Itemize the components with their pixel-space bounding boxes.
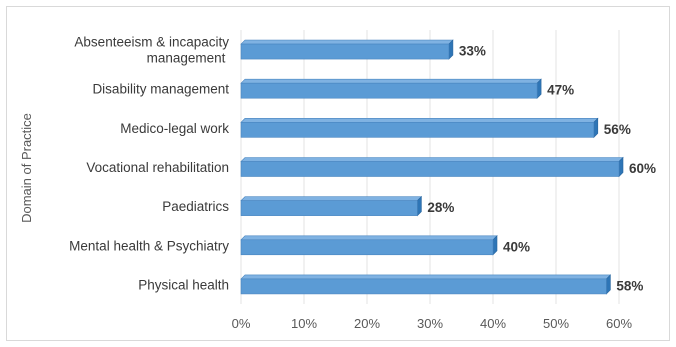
x-tick-label: 0% [232, 316, 251, 331]
bar [240, 122, 595, 138]
bar [240, 43, 450, 60]
x-tick-label: 30% [417, 316, 443, 331]
data-label: 40% [503, 239, 530, 254]
bar [240, 239, 494, 256]
x-tick-label: 20% [354, 316, 380, 331]
category-label: management [147, 51, 226, 66]
bar-top-face [240, 157, 624, 162]
data-label: 47% [547, 83, 574, 98]
bar-top-face [240, 274, 612, 280]
data-label: 60% [629, 161, 656, 176]
bar [240, 161, 620, 177]
bar-top-face [240, 196, 423, 201]
bar-top-face [240, 235, 498, 241]
data-label: 56% [604, 122, 631, 137]
category-label: Disability management [92, 82, 229, 97]
x-tick-label: 60% [606, 316, 632, 331]
data-label: 58% [616, 278, 643, 293]
y-axis-label: Domain of Practice [19, 113, 34, 223]
category-label: Mental health & Psychiatry [69, 238, 229, 253]
x-tick-label: 50% [543, 316, 569, 331]
category-label: Medico-legal work [120, 121, 229, 136]
bar-top-face [240, 39, 454, 45]
x-tick-label: 40% [480, 316, 506, 331]
bar [240, 278, 607, 295]
category-label: Physical health [138, 277, 229, 292]
x-tick-label: 10% [291, 316, 317, 331]
bar-top-face [240, 118, 599, 123]
category-label: Paediatrics [162, 199, 229, 214]
bar [240, 82, 538, 99]
bar-top-face [240, 78, 542, 84]
bar [240, 200, 418, 216]
data-label: 33% [459, 44, 486, 59]
category-label: Vocational rehabilitation [86, 160, 229, 175]
data-label: 28% [427, 200, 454, 215]
category-label: Absenteeism & incapacity [74, 35, 229, 50]
